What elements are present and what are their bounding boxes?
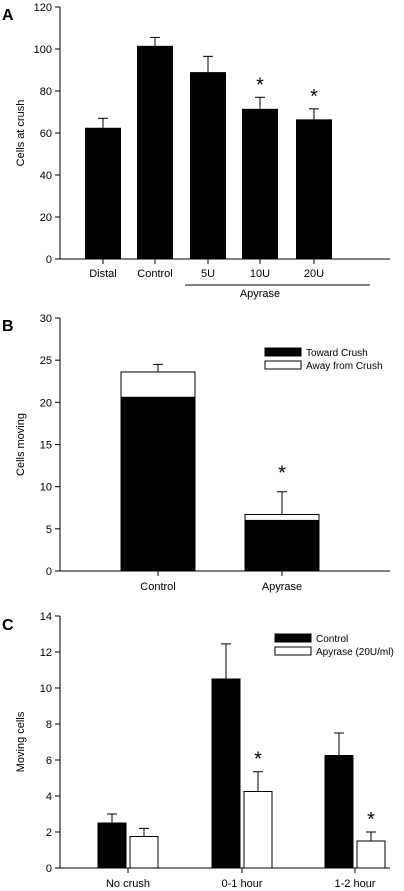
bar-away-from-crush xyxy=(120,371,196,398)
y-tick-label: 12 xyxy=(40,647,52,659)
bar-away-from-crush xyxy=(244,513,320,521)
y-tick-label: 30 xyxy=(40,313,52,325)
y-tick-label: 4 xyxy=(46,791,52,803)
bar xyxy=(190,72,226,259)
y-axis-label: Cells at crush xyxy=(15,100,27,167)
y-tick-label: 0 xyxy=(46,254,52,266)
bar xyxy=(242,108,278,259)
panel-label: A xyxy=(2,7,14,24)
x-tick-label: 5U xyxy=(201,268,215,280)
significance-star: * xyxy=(367,809,375,831)
legend-label: Away from Crush xyxy=(306,361,383,372)
y-axis-label: Moving cells xyxy=(15,711,27,772)
legend-label: Apyrase (20U/ml) xyxy=(316,647,394,658)
y-tick-label: 120 xyxy=(34,2,52,14)
panel-label: B xyxy=(2,318,14,335)
bar-control xyxy=(97,822,127,869)
y-tick-label: 60 xyxy=(40,128,52,140)
x-tick-label: Control xyxy=(137,268,172,280)
significance-star: * xyxy=(278,463,286,485)
y-tick-label: 2 xyxy=(46,827,52,839)
x-tick-label: Control xyxy=(140,581,175,593)
x-tick-label: No crush xyxy=(106,878,150,890)
bar-apyrase xyxy=(356,840,386,869)
x-tick-label: 1-2 hour xyxy=(335,878,376,890)
bar xyxy=(296,119,332,259)
legend-swatch xyxy=(264,360,302,370)
bar xyxy=(137,45,173,259)
significance-star: * xyxy=(256,74,264,96)
bar-apyrase xyxy=(129,836,159,869)
y-tick-label: 100 xyxy=(34,44,52,56)
y-tick-label: 6 xyxy=(46,755,52,767)
x-tick-label: 10U xyxy=(250,268,270,280)
y-tick-label: 0 xyxy=(46,566,52,578)
legend-swatch xyxy=(274,633,312,643)
x-tick-label: 20U xyxy=(304,268,324,280)
y-tick-label: 10 xyxy=(40,683,52,695)
y-tick-label: 15 xyxy=(40,440,52,452)
significance-star: * xyxy=(310,86,318,108)
bar-control xyxy=(324,755,354,869)
panel-label: C xyxy=(2,617,14,634)
group-label: Apyrase xyxy=(240,288,280,300)
y-tick-label: 25 xyxy=(40,355,52,367)
bar-control xyxy=(211,678,241,869)
y-axis-label: Cells moving xyxy=(15,413,27,476)
y-tick-label: 10 xyxy=(40,482,52,494)
legend-label: Control xyxy=(316,634,348,645)
x-tick-label: 0-1 hour xyxy=(222,878,263,890)
x-tick-label: Apyrase xyxy=(262,581,302,593)
legend-swatch xyxy=(264,347,302,357)
y-tick-label: 20 xyxy=(40,212,52,224)
bar-toward-crush xyxy=(244,519,320,572)
bar-apyrase xyxy=(243,791,273,869)
bar-toward-crush xyxy=(120,396,196,572)
y-tick-label: 14 xyxy=(40,611,52,623)
y-tick-label: 8 xyxy=(46,719,52,731)
y-tick-label: 5 xyxy=(46,524,52,536)
bar xyxy=(85,127,121,259)
legend-swatch xyxy=(274,646,312,656)
x-tick-label: Distal xyxy=(89,268,117,280)
y-tick-label: 20 xyxy=(40,397,52,409)
legend-label: Toward Crush xyxy=(306,348,368,359)
significance-star: * xyxy=(254,749,262,771)
y-tick-label: 80 xyxy=(40,86,52,98)
y-tick-label: 0 xyxy=(46,863,52,875)
y-tick-label: 40 xyxy=(40,170,52,182)
